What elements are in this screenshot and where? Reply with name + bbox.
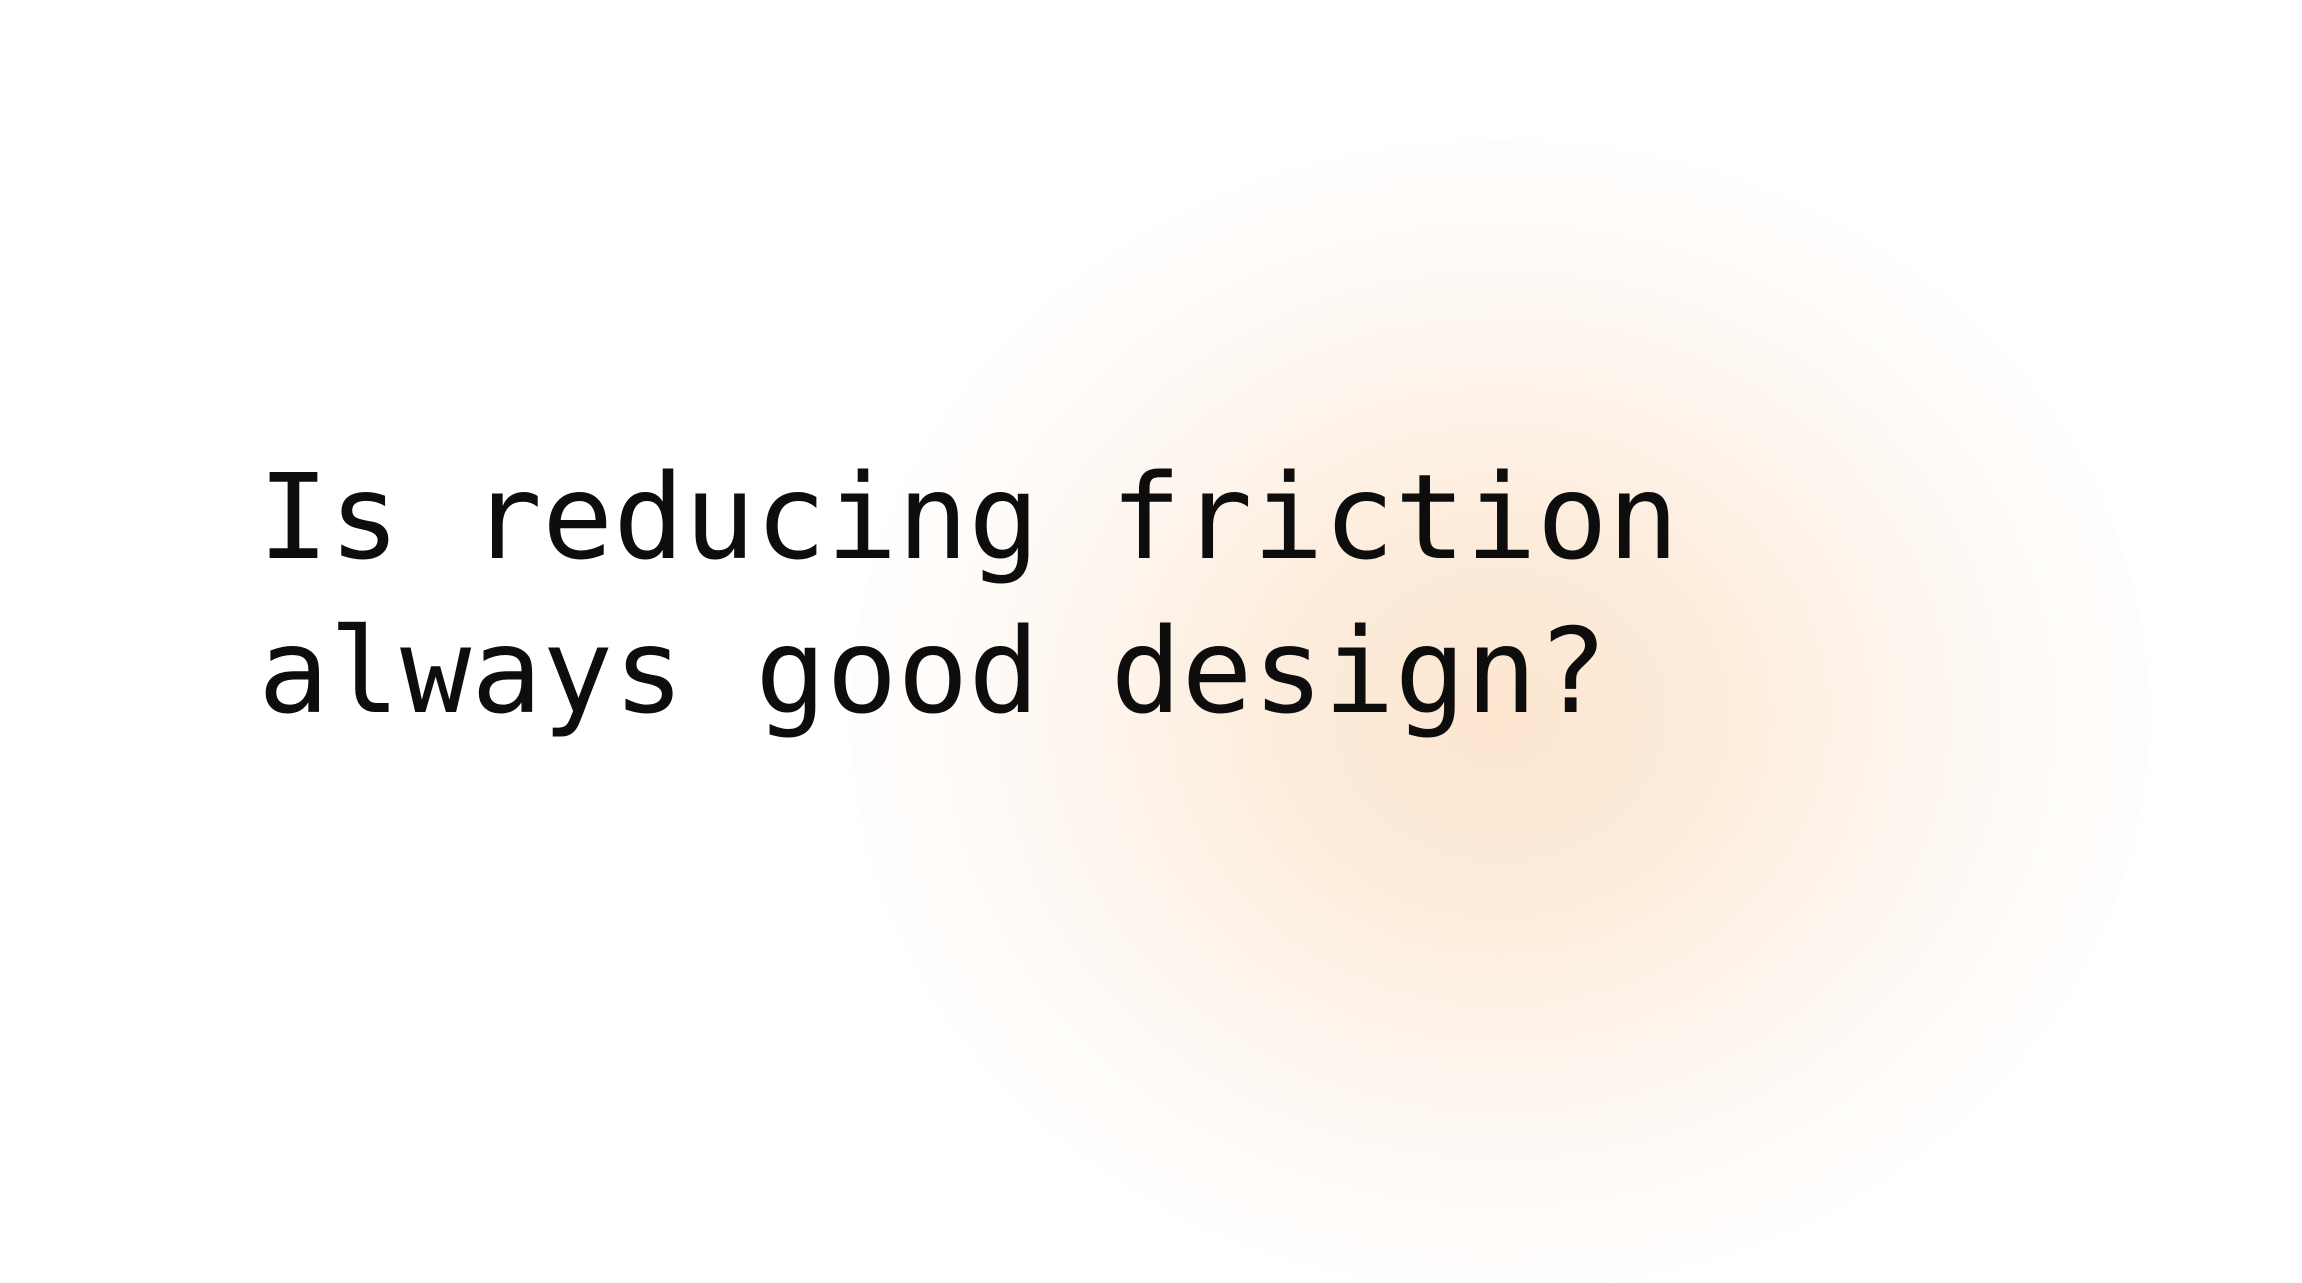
background-glow [850, 140, 2150, 1283]
headline: Is reducing friction always good design? [258, 440, 1679, 748]
headline-line-2: always good design? [258, 602, 1608, 740]
headline-line-1: Is reducing friction [258, 448, 1679, 586]
